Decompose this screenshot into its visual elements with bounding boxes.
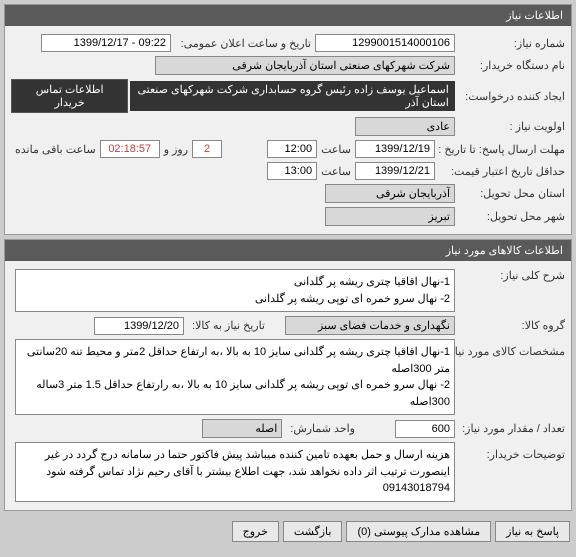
row-creator: ایجاد کننده درخواست: اسماعیل یوسف زاده ر… — [11, 77, 565, 115]
validity-date-value: 1399/12/21 — [355, 162, 435, 180]
desc-value: 1-نهال اقاقیا چتری ریشه پر گلدانی 2- نها… — [15, 269, 455, 312]
unit-value: اصله — [202, 419, 282, 438]
row-buyer-org: نام دستگاه خریدار: شرکت شهرکهای صنعتی اس… — [11, 54, 565, 77]
validity-time-label: ساعت — [317, 165, 355, 178]
priority-value: عادی — [355, 117, 455, 136]
deadline-time-label: ساعت — [317, 143, 355, 156]
goods-date-label: تاریخ نیاز به کالا: — [188, 319, 265, 332]
delivery-province-value: آذربایجان شرقی — [325, 184, 455, 203]
request-no-value: 1299001514000106 — [315, 34, 455, 52]
buyer-note-label: توضیحات خریدار: — [455, 442, 565, 461]
action-buttons: پاسخ به نیاز مشاهده مدارک پیوستی (0) باز… — [0, 515, 576, 548]
close-button[interactable]: خروج — [232, 521, 279, 542]
row-validity: حداقل تاریخ اعتبار قیمت: 1399/12/21 ساعت… — [11, 160, 565, 182]
goods-body: شرح کلی نیاز: 1-نهال اقاقیا چتری ریشه پر… — [5, 261, 571, 510]
creator-label: ایجاد کننده درخواست: — [457, 90, 565, 103]
row-deadline: مهلت ارسال پاسخ: تا تاریخ : 1399/12/19 س… — [11, 138, 565, 160]
attachments-button[interactable]: مشاهده مدارک پیوستی (0) — [346, 521, 491, 542]
row-delivery-city: شهر محل تحویل: تبریز — [11, 205, 565, 228]
goods-panel: اطلاعات کالاهای مورد نیاز شرح کلی نیاز: … — [4, 239, 572, 511]
qty-value: 600 — [395, 420, 455, 438]
goods-date-value: 1399/12/20 — [94, 317, 184, 335]
qty-label: تعداد / مقدار مورد نیاز: — [455, 422, 565, 435]
deadline-time-value: 12:00 — [267, 140, 317, 158]
buyer-note-value: هزینه ارسال و حمل بعهده تامین کننده میبا… — [15, 442, 455, 502]
panel-header-info: اطلاعات نیاز — [5, 5, 571, 26]
row-group: گروه کالا: نگهداری و خدمات فضای سبز تاری… — [11, 314, 565, 337]
creator-value: اسماعیل یوسف زاده رئیس گروه حسابداری شرک… — [130, 81, 455, 111]
announce-date-label: تاریخ و ساعت اعلان عمومی: — [171, 37, 311, 50]
delivery-city-value: تبریز — [325, 207, 455, 226]
goods-panel-header: اطلاعات کالاهای مورد نیاز — [5, 240, 571, 261]
row-qty: تعداد / مقدار مورد نیاز: 600 واحد شمارش:… — [11, 417, 565, 440]
request-no-label: شماره نیاز: — [455, 37, 565, 50]
validity-label: حداقل تاریخ اعتبار قیمت: — [435, 165, 565, 178]
info-body: شماره نیاز: 1299001514000106 تاریخ و ساع… — [5, 26, 571, 234]
row-spec: مشخصات کالای مورد نیاز: 1-نهال اقاقیا چت… — [11, 337, 565, 417]
announce-date-value: 09:22 - 1399/12/17 — [41, 34, 171, 52]
group-value: نگهداری و خدمات فضای سبز — [285, 316, 455, 335]
delivery-province-label: استان محل تحویل: — [455, 187, 565, 200]
days-label: روز و — [160, 143, 192, 156]
row-buyer-note: توضیحات خریدار: هزینه ارسال و حمل بعهده … — [11, 440, 565, 504]
group-label: گروه کالا: — [455, 319, 565, 332]
request-info-panel: اطلاعات نیاز شماره نیاز: 129900151400010… — [4, 4, 572, 235]
tab-info: اطلاعات نیاز — [506, 10, 563, 22]
reply-button[interactable]: پاسخ به نیاز — [495, 521, 570, 542]
row-request-no: شماره نیاز: 1299001514000106 تاریخ و ساع… — [11, 32, 565, 54]
desc-label: شرح کلی نیاز: — [455, 269, 565, 282]
buyer-org-label: نام دستگاه خریدار: — [455, 59, 565, 72]
deadline-date-value: 1399/12/19 — [355, 140, 435, 158]
row-priority: اولویت نیاز : عادی — [11, 115, 565, 138]
time-remaining-value: 02:18:57 — [100, 140, 160, 158]
days-remaining-value: 2 — [192, 140, 222, 158]
spec-value: 1-نهال اقاقیا چتری ریشه پر گلدانی سایز 1… — [15, 339, 455, 415]
row-delivery-province: استان محل تحویل: آذربایجان شرقی — [11, 182, 565, 205]
buyer-org-value: شرکت شهرکهای صنعتی استان آذربایجان شرقی — [155, 56, 455, 75]
unit-label: واحد شمارش: — [286, 422, 355, 435]
back-button[interactable]: بازگشت — [283, 521, 343, 542]
remaining-label: ساعت باقی مانده — [11, 143, 100, 156]
spec-label: مشخصات کالای مورد نیاز: — [455, 339, 565, 358]
priority-label: اولویت نیاز : — [455, 120, 565, 133]
validity-time-value: 13:00 — [267, 162, 317, 180]
contact-buyer-button[interactable]: اطلاعات تماس خریدار — [11, 79, 128, 113]
deadline-label: مهلت ارسال پاسخ: تا تاریخ : — [435, 143, 565, 156]
delivery-city-label: شهر محل تحویل: — [455, 210, 565, 223]
row-desc: شرح کلی نیاز: 1-نهال اقاقیا چتری ریشه پر… — [11, 267, 565, 314]
